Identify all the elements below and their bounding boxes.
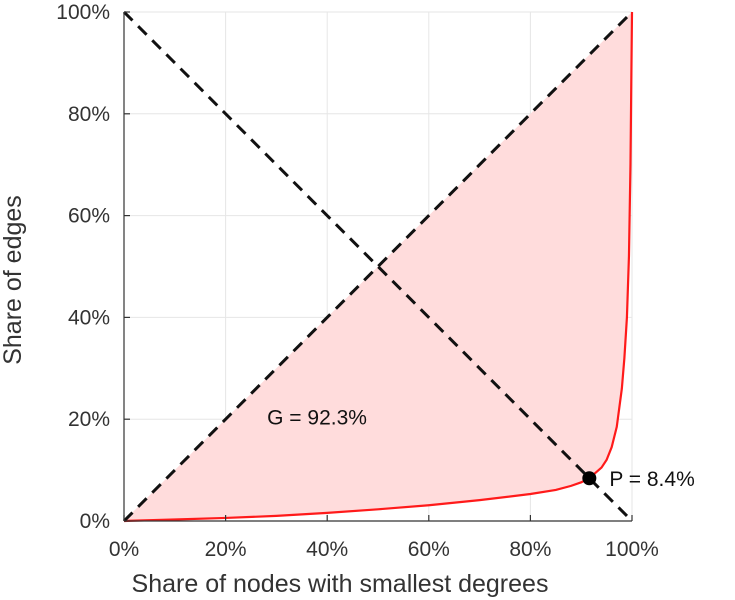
axes — [123, 12, 632, 522]
lorenz-fill — [124, 12, 632, 521]
y-tick-label-2: 40% — [68, 306, 110, 329]
tick-labels: 0% 20% 40% 60% 80% 100% 0% 20% 40% 60% 80% 100% — [56, 1, 659, 561]
y-tick-label-4: 80% — [68, 103, 110, 126]
x-tick-label-0: 0% — [109, 538, 139, 561]
x-tick-label-4: 80% — [509, 538, 551, 561]
y-axis-label: Share of edges — [0, 195, 27, 365]
gini-annotation: G = 92.3% — [267, 406, 367, 429]
x-tick-label-3: 60% — [408, 538, 450, 561]
y-tick-label-1: 20% — [68, 408, 110, 431]
series-line-0 — [123, 11, 634, 523]
y-tick-label-3: 60% — [68, 205, 110, 228]
data-point-p — [582, 471, 597, 486]
point-p-label: P = 8.4% — [609, 468, 694, 491]
y-tick-label-0: 0% — [80, 510, 110, 533]
lorenz-fill-area — [124, 12, 632, 521]
x-tick-label-2: 40% — [306, 538, 348, 561]
x-axis-label: Share of nodes with smallest degrees — [132, 570, 549, 598]
series-layer — [122, 10, 634, 523]
x-tick-label-5: 100% — [605, 538, 659, 561]
x-tick-label-1: 20% — [205, 538, 247, 561]
y-tick-label-5: 100% — [56, 1, 110, 24]
